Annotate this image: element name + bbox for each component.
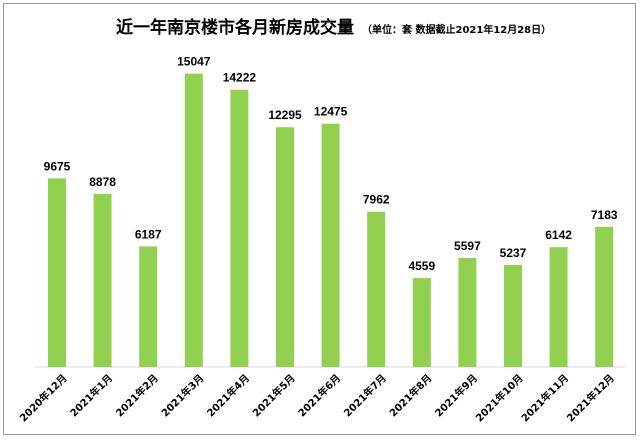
bar-9 bbox=[458, 257, 477, 367]
bar-value-label-8: 4559 bbox=[408, 259, 435, 273]
bar-6 bbox=[321, 123, 340, 367]
bar-value-label-1: 8878 bbox=[89, 175, 116, 189]
bar-10 bbox=[504, 264, 522, 367]
bar-3 bbox=[184, 73, 203, 367]
chart-title: 近一年南京楼市各月新房成交量 （单位：套 数据截止2021年12月28日） bbox=[116, 17, 551, 38]
x-tick-label-5: 2021年5月 bbox=[250, 371, 298, 419]
bar-8 bbox=[412, 278, 431, 367]
x-tick-label-3: 2021年3月 bbox=[159, 371, 207, 419]
bar-1 bbox=[93, 193, 112, 367]
bar-2 bbox=[139, 246, 158, 367]
x-tick-label-9: 2021年9月 bbox=[432, 371, 480, 419]
x-tick-label-0: 2020年12月 bbox=[17, 371, 70, 424]
bar-value-label-7: 7962 bbox=[363, 193, 390, 207]
x-tick-label-6: 2021年6月 bbox=[295, 371, 343, 419]
bar-value-label-10: 5237 bbox=[500, 246, 527, 260]
bar-value-label-12: 7183 bbox=[591, 208, 618, 222]
bar-0 bbox=[48, 178, 66, 367]
bar-value-label-9: 5597 bbox=[454, 239, 481, 253]
x-tick-label-1: 2021年1月 bbox=[67, 371, 115, 419]
x-tick-label-12: 2021年12月 bbox=[564, 371, 617, 424]
bar-value-label-6: 12475 bbox=[314, 105, 348, 119]
bar-5 bbox=[276, 127, 294, 367]
bar-value-label-5: 12295 bbox=[268, 108, 302, 122]
x-tick-label-2: 2021年2月 bbox=[113, 371, 161, 419]
x-tick-label-8: 2021年8月 bbox=[387, 371, 435, 419]
bar-value-label-2: 6187 bbox=[135, 227, 162, 241]
x-tick-label-4: 2021年4月 bbox=[204, 371, 252, 419]
bar-4 bbox=[230, 89, 249, 367]
x-tick-label-7: 2021年7月 bbox=[341, 371, 389, 419]
x-tick-label-11: 2021年11月 bbox=[518, 371, 571, 424]
bar-value-label-0: 9675 bbox=[44, 159, 71, 173]
bar-value-label-4: 14222 bbox=[223, 71, 257, 85]
bar-12 bbox=[595, 226, 614, 367]
bar-labels-group: 9675 8878 6187 15047 14222 12295 12475 7962 4559… bbox=[44, 55, 618, 274]
bar-value-label-3: 15047 bbox=[177, 55, 211, 69]
x-tick-labels-group: 2020年12月 2021年1月 2021年2月 2021年3月 2021年4月 2021… bbox=[17, 371, 617, 424]
bar-11 bbox=[549, 247, 568, 367]
bar-7 bbox=[367, 211, 386, 367]
x-tick-label-10: 2021年10月 bbox=[473, 371, 526, 424]
chart-title-main: 近一年南京楼市各月新房成交量 bbox=[116, 17, 354, 38]
chart-subtitle: （单位：套 数据截止2021年12月28日） bbox=[362, 23, 551, 36]
bar-value-label-11: 6142 bbox=[545, 228, 572, 242]
bars-group bbox=[48, 73, 614, 367]
